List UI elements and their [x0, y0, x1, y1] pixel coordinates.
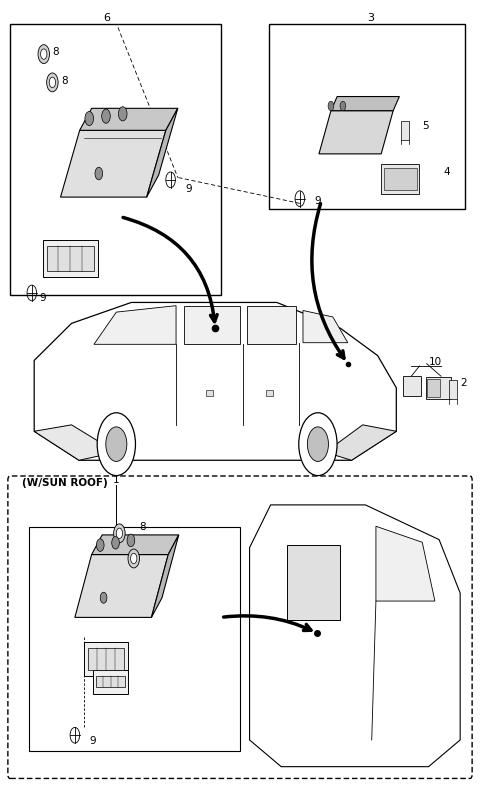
Bar [88, 648, 124, 670]
Polygon shape [376, 527, 435, 601]
Text: 10: 10 [429, 357, 442, 367]
Circle shape [106, 427, 127, 461]
Bar [426, 377, 451, 399]
Circle shape [128, 549, 140, 568]
Polygon shape [147, 109, 178, 197]
Circle shape [299, 412, 337, 475]
Polygon shape [34, 302, 396, 460]
Circle shape [95, 168, 103, 179]
Circle shape [328, 102, 334, 111]
Bar [427, 379, 440, 397]
Polygon shape [250, 505, 460, 767]
Bar [206, 390, 214, 396]
Text: 9: 9 [185, 184, 192, 194]
Circle shape [119, 107, 127, 121]
Bar [93, 670, 129, 693]
Text: 6: 6 [104, 13, 110, 23]
Circle shape [127, 534, 135, 547]
Text: 9: 9 [39, 294, 46, 304]
Polygon shape [92, 535, 179, 555]
Text: 8: 8 [61, 76, 68, 86]
Text: 1: 1 [113, 475, 120, 485]
Circle shape [49, 77, 56, 87]
Text: 11: 11 [403, 377, 416, 386]
Text: 2: 2 [460, 379, 467, 388]
Text: 9: 9 [314, 196, 321, 206]
Bar [403, 376, 421, 396]
Circle shape [114, 524, 125, 543]
Text: (W/SUN ROOF): (W/SUN ROOF) [22, 478, 108, 488]
Circle shape [112, 537, 120, 549]
Polygon shape [34, 425, 116, 460]
Polygon shape [325, 425, 396, 460]
Bar [29, 527, 240, 751]
Polygon shape [80, 109, 178, 131]
Bar [43, 239, 98, 277]
Bar [47, 246, 94, 271]
Circle shape [38, 45, 49, 64]
Bar [269, 24, 465, 209]
Text: 4: 4 [444, 167, 450, 177]
Polygon shape [183, 305, 240, 345]
Bar [10, 24, 221, 295]
Bar [401, 121, 409, 140]
Text: 8: 8 [52, 46, 59, 57]
Polygon shape [94, 305, 176, 345]
Polygon shape [75, 555, 168, 617]
Circle shape [102, 109, 110, 124]
Text: 3: 3 [367, 13, 374, 23]
Text: 5: 5 [422, 121, 429, 131]
Circle shape [116, 528, 122, 538]
Bar [96, 676, 125, 687]
Circle shape [307, 427, 328, 461]
Text: 9: 9 [89, 736, 96, 746]
Polygon shape [319, 111, 393, 154]
Bar [84, 641, 128, 676]
Text: 7: 7 [72, 269, 78, 279]
Bar [288, 545, 340, 619]
FancyBboxPatch shape [8, 476, 472, 778]
Circle shape [96, 539, 104, 552]
Polygon shape [247, 305, 296, 345]
Bar [384, 168, 417, 190]
Bar [265, 390, 273, 396]
Circle shape [131, 553, 137, 563]
Circle shape [100, 593, 107, 604]
Bar [381, 164, 420, 194]
Circle shape [97, 412, 135, 475]
Polygon shape [303, 311, 348, 342]
Polygon shape [60, 131, 166, 197]
Text: 8: 8 [156, 547, 163, 557]
Polygon shape [152, 535, 179, 617]
Circle shape [47, 73, 58, 92]
Circle shape [340, 102, 346, 111]
Text: 8: 8 [140, 522, 146, 532]
Circle shape [41, 49, 47, 59]
Bar [449, 380, 457, 399]
Polygon shape [331, 97, 399, 111]
Circle shape [85, 112, 94, 126]
